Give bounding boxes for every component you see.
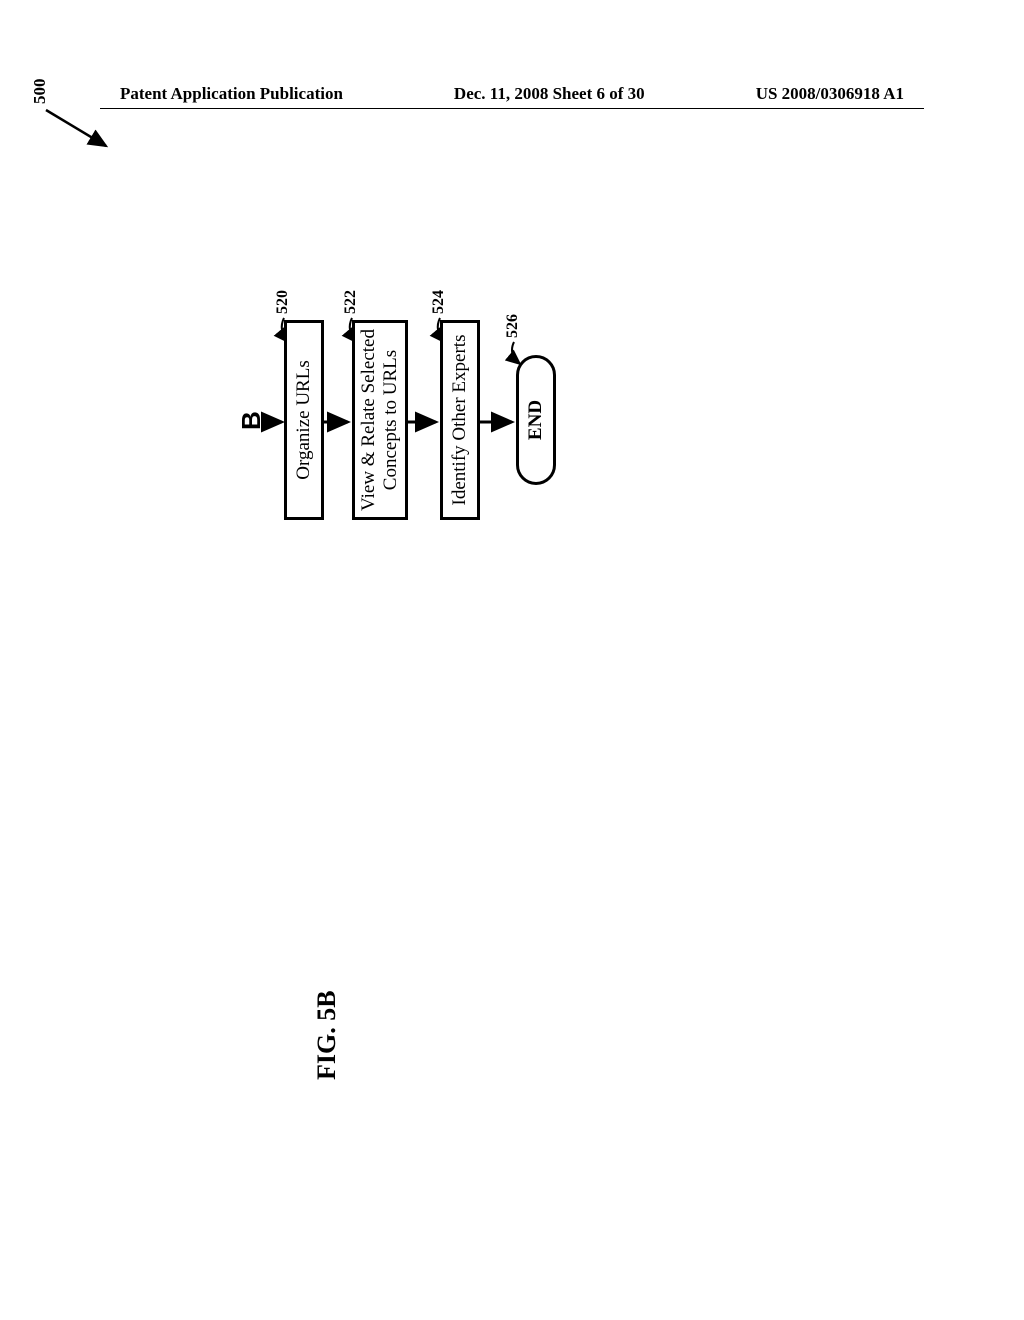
flowchart-figure: B [280,20,500,520]
flow-ref-524: 524 [430,290,448,314]
flow-node-label: Organize URLs [293,360,315,479]
flow-ref-522: 522 [342,290,360,314]
figure-label: FIG. 5B [312,990,342,1080]
flow-node-organize-urls: Organize URLs [284,320,324,520]
flow-node-label: END [525,400,547,440]
flow-node-identify-experts: Identify Other Experts [440,320,480,520]
flow-ref-526: 526 [504,314,522,338]
flow-ref-520: 520 [274,290,292,314]
flow-node-label: View & Relate Selected Concepts to URLs [358,329,402,511]
flow-ref-500: 500 [30,79,50,105]
flow-node-label: Identify Other Experts [449,335,471,506]
flow-node-end: END [516,355,556,485]
header-right: US 2008/0306918 A1 [756,84,904,104]
flowchart: B [280,20,500,520]
flow-node-view-relate: View & Relate Selected Concepts to URLs [352,320,408,520]
